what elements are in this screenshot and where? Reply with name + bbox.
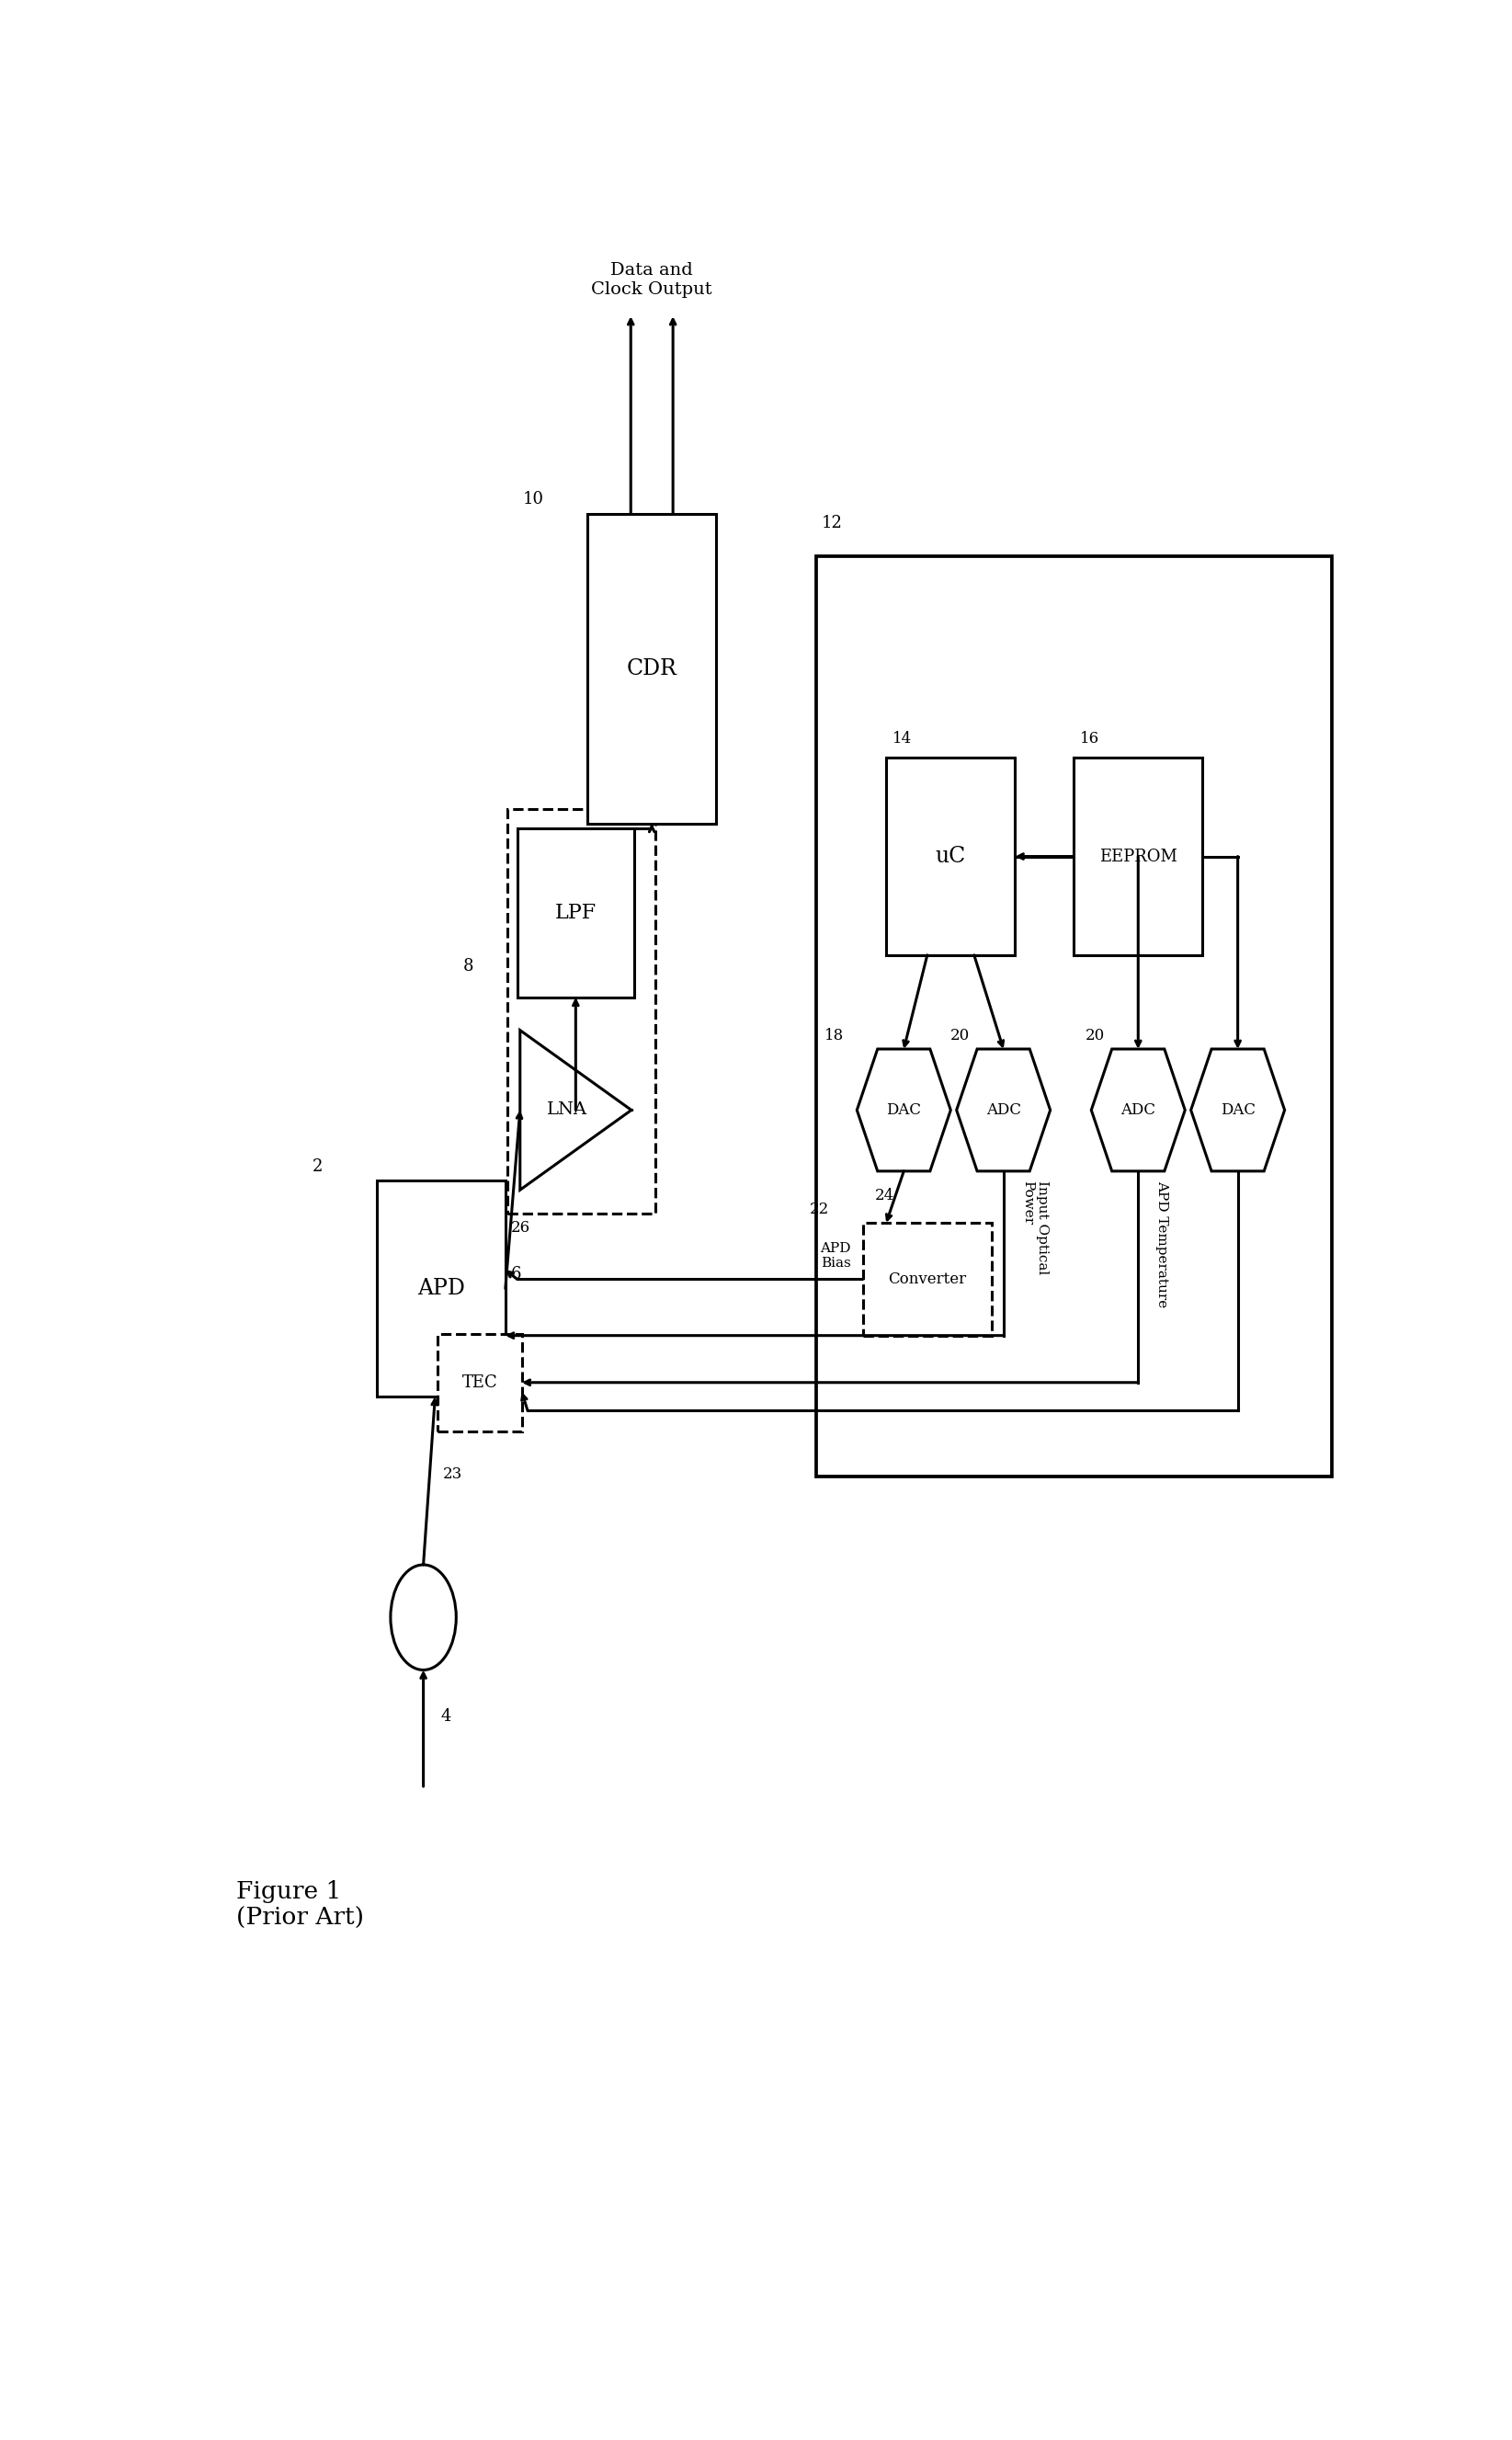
Text: DAC: DAC — [1220, 1103, 1255, 1118]
Text: LNA: LNA — [546, 1103, 587, 1118]
FancyBboxPatch shape — [517, 827, 635, 998]
Text: TEC: TEC — [461, 1374, 497, 1391]
Text: DAC: DAC — [886, 1103, 921, 1118]
FancyBboxPatch shape — [376, 1181, 505, 1396]
FancyBboxPatch shape — [587, 512, 717, 825]
Text: 20: 20 — [1086, 1027, 1105, 1044]
Text: 18: 18 — [824, 1027, 844, 1044]
Text: 2: 2 — [311, 1159, 322, 1174]
FancyBboxPatch shape — [437, 1335, 522, 1432]
Text: APD Temperature: APD Temperature — [1155, 1181, 1169, 1308]
Text: LPF: LPF — [555, 903, 596, 922]
Text: 12: 12 — [823, 515, 842, 532]
Text: Converter: Converter — [888, 1271, 966, 1286]
Polygon shape — [857, 1049, 951, 1171]
Polygon shape — [1092, 1049, 1185, 1171]
Polygon shape — [957, 1049, 1051, 1171]
Text: Figure 1
(Prior Art): Figure 1 (Prior Art) — [236, 1881, 363, 1930]
Text: uC: uC — [936, 847, 966, 866]
Text: APD
Bias: APD Bias — [821, 1242, 851, 1269]
Polygon shape — [1191, 1049, 1285, 1171]
Text: ADC: ADC — [1120, 1103, 1155, 1118]
Polygon shape — [520, 1030, 632, 1191]
Text: EEPROM: EEPROM — [1099, 849, 1178, 864]
Text: 8: 8 — [463, 959, 473, 974]
FancyBboxPatch shape — [863, 1222, 992, 1335]
Text: 6: 6 — [511, 1266, 522, 1283]
Text: ADC: ADC — [986, 1103, 1021, 1118]
Text: 4: 4 — [442, 1708, 452, 1725]
FancyBboxPatch shape — [886, 759, 1015, 954]
Text: 22: 22 — [810, 1200, 830, 1218]
Text: 26: 26 — [511, 1220, 531, 1237]
Text: Data and
Clock Output: Data and Clock Output — [591, 261, 712, 298]
FancyBboxPatch shape — [816, 556, 1332, 1476]
Text: 16: 16 — [1080, 732, 1099, 747]
Text: 20: 20 — [951, 1027, 971, 1044]
Text: 24: 24 — [874, 1188, 894, 1203]
Text: 10: 10 — [523, 490, 544, 508]
FancyBboxPatch shape — [1074, 759, 1202, 954]
Text: 23: 23 — [443, 1466, 463, 1481]
Text: CDR: CDR — [626, 659, 677, 678]
Text: APD: APD — [417, 1279, 464, 1298]
Text: Input Optical
Power: Input Optical Power — [1021, 1181, 1049, 1274]
Text: 14: 14 — [892, 732, 912, 747]
